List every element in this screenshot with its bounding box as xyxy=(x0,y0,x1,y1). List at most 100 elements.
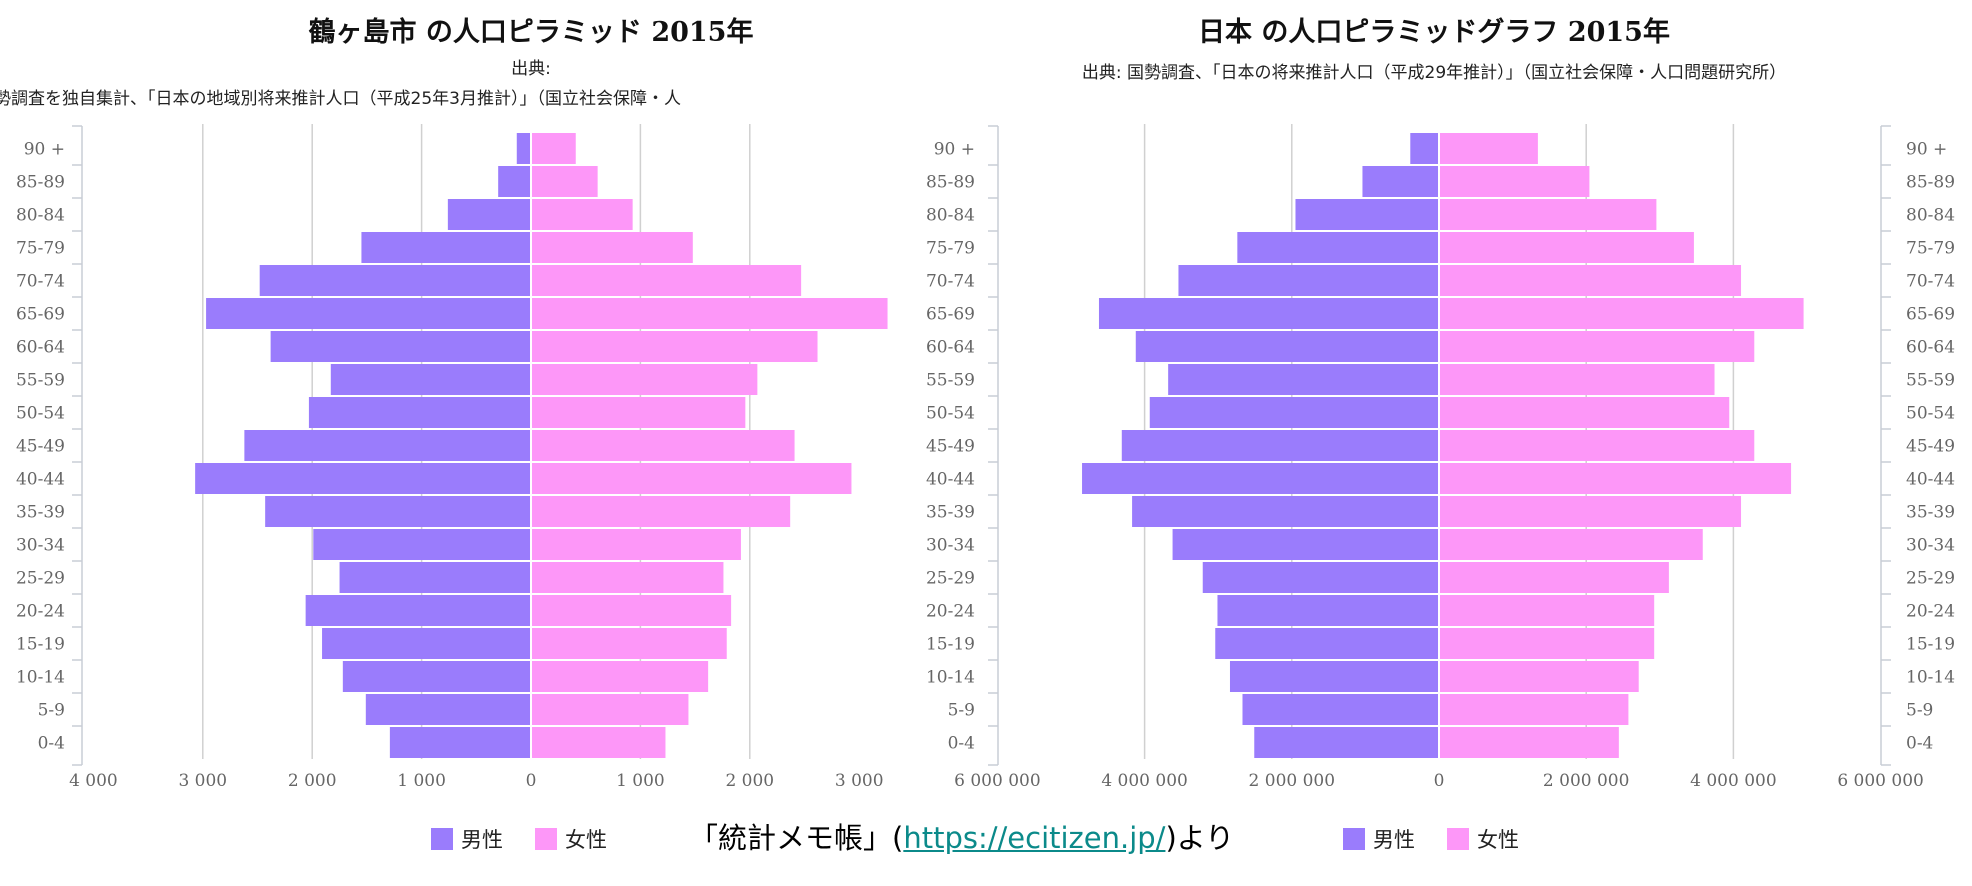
legend-male-swatch xyxy=(1343,828,1365,850)
age-group-label: 65-69 xyxy=(1906,305,1955,325)
left-chart-source-line: 勢調査を独自集計、「日本の地域別将来推計人口（平成25年3月推計）」（国立社会保… xyxy=(0,89,681,109)
x-tick-label: 4 000 000 xyxy=(1101,771,1188,791)
bar-female-75-79 xyxy=(532,232,693,263)
x-tick-label: 6 000 000 xyxy=(1837,771,1924,791)
bar-male-55-59 xyxy=(1168,364,1438,395)
bar-female-45-49 xyxy=(532,430,795,461)
x-tick-label: 3 000 xyxy=(178,771,227,791)
bar-female-20-24 xyxy=(1440,595,1655,626)
credit-suffix: )より xyxy=(1165,821,1235,855)
bar-female-30-34 xyxy=(532,529,741,560)
age-group-label: 0-4 xyxy=(38,734,65,754)
age-group-label: 25-29 xyxy=(1906,569,1955,589)
right-legend: 男性 女性 xyxy=(1343,824,1519,854)
age-group-label: 45-49 xyxy=(926,437,975,457)
bar-male-5-9 xyxy=(1242,694,1438,725)
bar-male-5-9 xyxy=(365,694,530,725)
bar-male-80-84 xyxy=(447,199,530,230)
age-group-label: 90 + xyxy=(24,140,65,160)
bar-female-5-9 xyxy=(1440,694,1629,725)
bar-female-65-69 xyxy=(532,298,888,329)
bar-female-90+ xyxy=(532,133,576,164)
age-group-label: 0-4 xyxy=(948,734,975,754)
age-group-label: 70-74 xyxy=(926,272,975,292)
age-group-label: 60-64 xyxy=(16,338,65,358)
legend-female-label: 女性 xyxy=(565,828,607,852)
age-group-label: 5-9 xyxy=(948,701,975,721)
age-group-label: 80-84 xyxy=(1906,206,1955,226)
bar-female-55-59 xyxy=(532,364,758,395)
bar-male-25-29 xyxy=(1202,562,1438,593)
age-group-label: 15-19 xyxy=(926,635,975,655)
bar-female-30-34 xyxy=(1440,529,1703,560)
legend-male-label: 男性 xyxy=(461,828,503,852)
bar-male-30-34 xyxy=(1172,529,1438,560)
bar-female-75-79 xyxy=(1440,232,1694,263)
bar-male-35-39 xyxy=(1132,496,1438,527)
bar-male-0-4 xyxy=(389,727,530,758)
bar-male-90+ xyxy=(1410,133,1438,164)
age-group-label: 70-74 xyxy=(1906,272,1955,292)
bar-male-15-19 xyxy=(1215,628,1438,659)
age-group-label: 85-89 xyxy=(926,173,975,193)
age-group-label: 20-24 xyxy=(926,602,975,622)
pyramid-chart-0: 4 000 3 000 2 000 1 000 0 1 000 2 000 3 000 90 +… xyxy=(16,124,888,791)
bar-male-30-34 xyxy=(313,529,530,560)
bar-female-0-4 xyxy=(1440,727,1619,758)
bar-male-85-89 xyxy=(498,166,530,197)
age-group-label: 0-4 xyxy=(1906,734,1933,754)
bar-male-10-14 xyxy=(1229,661,1438,692)
age-group-label: 65-69 xyxy=(16,305,65,325)
age-group-label: 10-14 xyxy=(926,668,975,688)
x-tick-label: 0 xyxy=(526,771,537,791)
bar-male-65-69 xyxy=(1098,298,1438,329)
x-tick-label: 3 000 xyxy=(835,771,884,791)
bar-female-25-29 xyxy=(1440,562,1669,593)
age-group-label: 90 + xyxy=(1906,140,1947,160)
bar-female-70-74 xyxy=(1440,265,1742,296)
bar-male-65-69 xyxy=(206,298,530,329)
bar-male-50-54 xyxy=(308,397,530,428)
bar-male-70-74 xyxy=(1178,265,1438,296)
right-chart-source: 出典: 国勢調査、「日本の将来推計人口（平成29年推計）」（国立社会保障・人口問… xyxy=(1081,63,1787,83)
age-group-label: 80-84 xyxy=(16,206,65,226)
left-chart-source-label: 出典: xyxy=(511,59,551,79)
left-chart-source-text: 勢調査を独自集計、「日本の地域別将来推計人口（平成25年3月推計）」（国立社会保… xyxy=(0,84,945,109)
bar-female-40-44 xyxy=(1440,463,1792,494)
bar-male-90+ xyxy=(516,133,530,164)
age-group-label: 25-29 xyxy=(16,569,65,589)
x-tick-label: 2 000 000 xyxy=(1543,771,1630,791)
age-group-label: 40-44 xyxy=(1906,470,1955,490)
bar-male-50-54 xyxy=(1149,397,1438,428)
bar-male-60-64 xyxy=(1135,331,1438,362)
bar-male-55-59 xyxy=(330,364,530,395)
bar-female-15-19 xyxy=(532,628,727,659)
age-group-label: 35-39 xyxy=(16,503,65,523)
bar-male-40-44 xyxy=(195,463,530,494)
bar-male-20-24 xyxy=(1217,595,1438,626)
bar-female-35-39 xyxy=(1440,496,1742,527)
age-group-label: 40-44 xyxy=(16,470,65,490)
left-legend: 男性 女性 xyxy=(431,824,607,854)
left-chart-title: 鶴ヶ島市 の人口ピラミッド 2015年 xyxy=(308,17,754,48)
age-group-label: 10-14 xyxy=(1906,668,1955,688)
age-group-label: 40-44 xyxy=(926,470,975,490)
bar-male-70-74 xyxy=(259,265,530,296)
x-tick-label: 2 000 000 xyxy=(1249,771,1336,791)
bar-male-60-64 xyxy=(270,331,530,362)
age-group-label: 60-64 xyxy=(926,338,975,358)
x-tick-label: 4 000 000 xyxy=(1690,771,1777,791)
x-tick-label: 1 000 xyxy=(616,771,665,791)
x-tick-label: 2 000 xyxy=(725,771,774,791)
age-group-label: 15-19 xyxy=(16,635,65,655)
bar-male-45-49 xyxy=(1121,430,1438,461)
age-group-label: 55-59 xyxy=(1906,371,1955,391)
credit-link[interactable]: https://ecitizen.jp/ xyxy=(903,821,1166,855)
age-group-label: 20-24 xyxy=(16,602,65,622)
bar-female-60-64 xyxy=(1440,331,1755,362)
bar-female-80-84 xyxy=(1440,199,1657,230)
bar-male-0-4 xyxy=(1254,727,1438,758)
age-group-label: 30-34 xyxy=(16,536,65,556)
legend-male-swatch xyxy=(431,828,453,850)
bar-female-25-29 xyxy=(532,562,724,593)
